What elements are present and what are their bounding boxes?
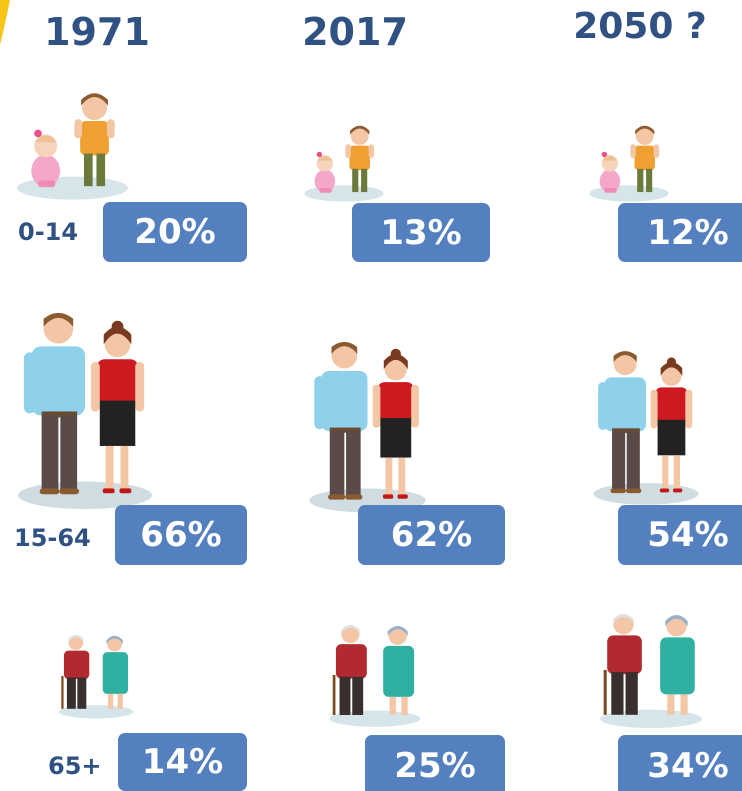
percent-box: 20%	[103, 202, 247, 262]
age-label: 15-64	[14, 524, 91, 552]
age-label: 65+	[48, 752, 102, 780]
percent-box: 14%	[118, 733, 247, 791]
percent-box: 34%	[618, 735, 742, 791]
percent-box: 66%	[115, 505, 247, 565]
adults-figure	[17, 312, 153, 510]
children-figure	[304, 125, 384, 202]
children-figure	[16, 93, 129, 200]
year-heading: 1971	[44, 10, 150, 54]
adults-figure	[593, 351, 699, 505]
year-heading: 2050 ?	[573, 6, 707, 47]
children-figure	[589, 125, 669, 202]
percent-box: 25%	[365, 735, 505, 791]
seniors-figure	[598, 612, 704, 730]
year-heading: 2017	[302, 10, 408, 54]
seniors-figure	[328, 623, 422, 729]
percent-box: 54%	[618, 505, 742, 565]
percent-box: 13%	[352, 203, 490, 262]
percent-box: 12%	[618, 203, 742, 262]
age-label: 0-14	[18, 218, 79, 246]
percent-box: 62%	[358, 505, 505, 565]
corner-accent	[0, 0, 10, 45]
seniors-figure	[57, 633, 135, 720]
adults-figure	[309, 341, 426, 513]
